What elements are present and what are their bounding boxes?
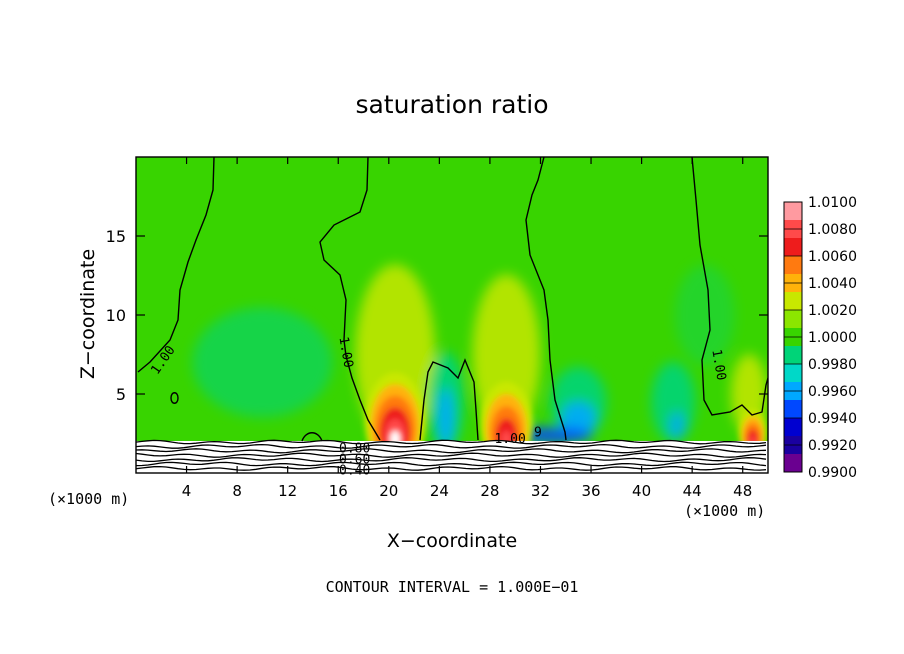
- chart-title: saturation ratio: [355, 90, 548, 119]
- colorbar-label: 1.0020: [808, 303, 857, 319]
- colorbar-label: 1.0060: [808, 249, 857, 265]
- x-tick-label: 16: [329, 482, 348, 500]
- colorbar-label: 0.9900: [808, 465, 857, 481]
- contour-interval-note: CONTOUR INTERVAL = 1.000E−01: [326, 578, 579, 596]
- contour-line: [301, 432, 323, 442]
- colorbar-swatch: [784, 310, 802, 329]
- x-tick-label: 20: [379, 482, 398, 500]
- contour-line: [319, 157, 381, 441]
- contour-label: 0.60: [339, 453, 370, 468]
- colorbar-label: 0.9920: [808, 438, 857, 454]
- ground-contour-line: [136, 457, 767, 463]
- contour-label: 0.80: [339, 441, 370, 456]
- x-axis: 4 8 12 16 20 24 28 32 36 40 44 48: [182, 157, 752, 500]
- ground-contour-line: [136, 452, 767, 458]
- colorbar-swatch: [784, 346, 802, 365]
- colorbar-swatch: [784, 454, 802, 473]
- colorbar-label: 1.0100: [808, 195, 857, 211]
- y-tick-label: 5: [116, 385, 126, 404]
- ground-band: [136, 441, 768, 473]
- ground-contours: [136, 439, 767, 471]
- x-tick-label: 36: [581, 482, 600, 500]
- field-blob: [437, 387, 454, 448]
- contour-label: 9: [534, 426, 542, 441]
- contour-lines: [137, 157, 768, 442]
- x-tick-label: 48: [733, 482, 752, 500]
- field-blob: [674, 265, 735, 365]
- colorbar: 1.0100 1.0080 1.0060 1.0040 1.0020 1.0000 0.99…: [783, 195, 857, 481]
- x-tick-label: 4: [182, 482, 192, 500]
- colorbar-swatch: [784, 202, 802, 221]
- colorbar-swatch: [784, 364, 802, 383]
- contour-label: 1.00: [335, 336, 355, 369]
- x-tick-label: 8: [232, 482, 242, 500]
- colorbar-swatch: [784, 238, 802, 257]
- x-tick-label: 32: [531, 482, 550, 500]
- contour-line: [419, 358, 479, 441]
- y-tick-label: 10: [106, 306, 126, 325]
- field-blob: [192, 307, 333, 418]
- x-tick-label: 12: [278, 482, 297, 500]
- contour-line: [691, 157, 768, 416]
- colorbar-label: 1.0080: [808, 222, 857, 238]
- ground-contour-line: [136, 448, 767, 454]
- colorbar-swatch: [784, 418, 802, 437]
- contour-label: 1.00: [494, 432, 525, 447]
- colorbar-swatch: [784, 256, 802, 275]
- field-blob: [513, 427, 594, 444]
- x-tick-label: 24: [430, 482, 449, 500]
- ground-contour-line: [136, 443, 767, 449]
- x-tick-label: 44: [683, 482, 702, 500]
- contour-label: 0.40: [339, 464, 370, 479]
- colorbar-swatch: [784, 400, 802, 419]
- contour-line: [170, 392, 179, 404]
- colorbar-label: 0.9940: [808, 411, 857, 427]
- x-axis-label: X−coordinate: [387, 530, 517, 552]
- ground-contour-line: [136, 439, 767, 445]
- colorbar-label: 1.0040: [808, 276, 857, 292]
- colorbar-swatch: [784, 292, 802, 311]
- plot-area: [136, 157, 768, 473]
- colorbar-label: 0.9980: [808, 357, 857, 373]
- ground-contour-line: [136, 465, 767, 471]
- x-unit-right: (×1000 m): [684, 502, 765, 520]
- field-blob: [668, 411, 685, 440]
- colorbar-label: 0.9960: [808, 384, 857, 400]
- y-axis-label: Z−coordinate: [77, 249, 99, 379]
- x-unit-left: (×1000 m): [48, 490, 129, 508]
- colorbar-label: 1.0000: [808, 330, 857, 346]
- x-tick-label: 40: [632, 482, 651, 500]
- contour-line: [137, 157, 215, 373]
- contour-labels: 1.00 1.00 1.001.00 90.800.600.40: [148, 336, 728, 479]
- y-tick-label: 15: [106, 227, 126, 246]
- contour-label: 1.00: [708, 348, 728, 381]
- y-axis: 5 10 15: [106, 227, 768, 404]
- contour-line: [525, 157, 567, 441]
- x-tick-label: 28: [480, 482, 499, 500]
- ground-contour-line: [136, 461, 767, 467]
